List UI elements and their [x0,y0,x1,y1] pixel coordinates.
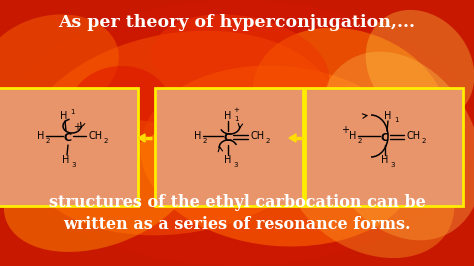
Text: H: H [384,111,392,121]
Ellipse shape [365,10,474,122]
Text: 2: 2 [104,138,108,144]
Text: H: H [224,111,232,121]
Text: 2: 2 [358,138,362,144]
Text: C: C [381,133,389,143]
Ellipse shape [151,14,329,118]
Text: 1: 1 [394,117,398,123]
Ellipse shape [4,120,196,252]
Text: 1: 1 [234,116,238,122]
Text: As per theory of hyperconjugation,...: As per theory of hyperconjugation,... [58,14,416,31]
Bar [0,88,138,206]
Text: 2: 2 [46,138,50,144]
Ellipse shape [70,66,170,146]
Text: structures of the ethyl carbocation can be
written as a series of resonance form: structures of the ethyl carbocation can … [49,194,425,233]
Text: CH: CH [407,131,421,141]
Text: H: H [224,155,232,165]
Ellipse shape [0,14,119,118]
Text: C: C [224,133,232,143]
Bar [155,88,303,206]
Text: H: H [60,111,68,121]
Ellipse shape [285,114,455,258]
Ellipse shape [318,52,474,240]
Text: +: + [341,125,349,135]
Text: H: H [62,155,70,165]
Text: H: H [194,131,202,141]
Text: CH: CH [89,131,103,141]
Text: +: + [233,107,239,113]
Text: 2: 2 [266,138,270,144]
Text: H: H [381,155,389,165]
Text: 2: 2 [422,138,426,144]
Text: H: H [349,131,357,141]
Polygon shape [138,134,145,142]
Ellipse shape [140,65,419,247]
Polygon shape [289,134,296,142]
Ellipse shape [253,28,447,184]
Text: 2: 2 [203,138,207,144]
Text: 1: 1 [70,109,74,115]
Text: H: H [37,131,45,141]
Text: CH: CH [251,131,265,141]
Text: +: + [73,122,81,132]
Ellipse shape [21,31,338,235]
Text: 3: 3 [234,162,238,168]
Text: 3: 3 [391,162,395,168]
Text: 3: 3 [72,162,76,168]
Text: C: C [64,133,72,143]
Bar [305,88,463,206]
